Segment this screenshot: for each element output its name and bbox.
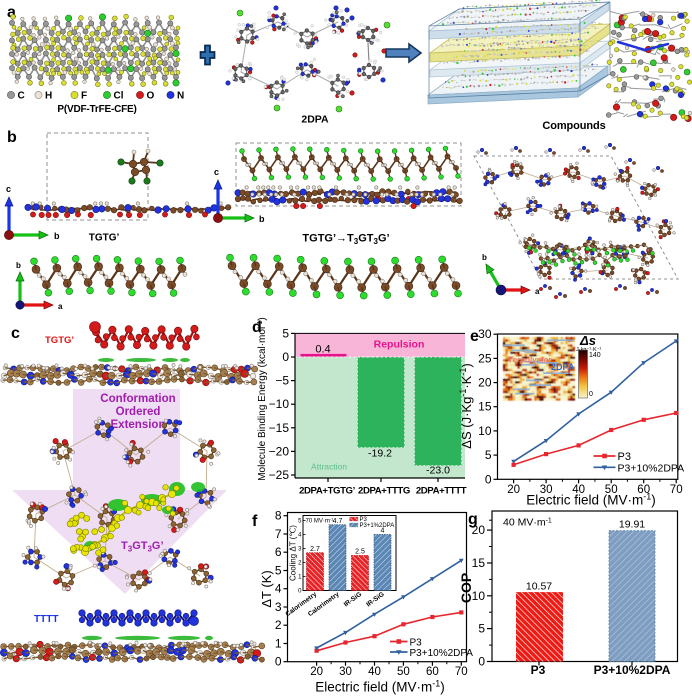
svg-text:25: 25 [478, 351, 492, 365]
svg-text:0: 0 [485, 472, 492, 486]
svg-text:Electric field (MV·m-1): Electric field (MV·m-1) [526, 492, 656, 508]
svg-text:20: 20 [310, 666, 323, 678]
svg-text:6: 6 [275, 545, 282, 559]
svg-text:0: 0 [589, 391, 593, 398]
svg-text:Attraction: Attraction [311, 462, 347, 472]
svg-text:Terpolymer: Terpolymer [508, 356, 552, 365]
svg-text:2DPA+TTTT: 2DPA+TTTT [416, 486, 467, 497]
svg-text:b: b [7, 129, 17, 146]
svg-text:a: a [58, 302, 63, 311]
svg-text:−10: −10 [269, 397, 290, 411]
svg-text:30: 30 [478, 327, 492, 341]
svg-text:4: 4 [275, 582, 282, 596]
svg-text:2DPA: 2DPA [301, 114, 329, 126]
svg-text:−25: −25 [269, 468, 290, 482]
svg-text:TTTT: TTTT [34, 614, 58, 625]
svg-text:Ordered: Ordered [116, 406, 161, 418]
svg-text:Cl: Cl [114, 91, 124, 102]
svg-text:TGTG’→T3GT3G’: TGTG’→T3GT3G’ [302, 233, 389, 247]
svg-text:30: 30 [540, 484, 553, 496]
svg-text:TGTG’: TGTG’ [45, 335, 74, 346]
svg-text:P3+10%2DPA: P3+10%2DPA [618, 462, 685, 474]
svg-text:70: 70 [670, 484, 683, 496]
svg-text:c: c [6, 184, 11, 194]
svg-text:T3GT3G’: T3GT3G’ [121, 540, 164, 554]
svg-text:15: 15 [478, 400, 492, 414]
svg-text:F: F [81, 91, 87, 102]
svg-text:50: 50 [397, 666, 410, 678]
svg-text:J·kg⁻¹·K⁻¹: J·kg⁻¹·K⁻¹ [576, 347, 602, 353]
svg-text:−20: −20 [269, 444, 290, 458]
svg-text:P3+10%2DPA: P3+10%2DPA [410, 648, 474, 659]
svg-text:5: 5 [275, 564, 282, 578]
svg-text:ΔS (J·Kg-1·K-1): ΔS (J·Kg-1·K-1) [458, 363, 474, 448]
svg-text:c: c [214, 167, 219, 177]
svg-text:e: e [470, 328, 479, 345]
svg-text:Electric field (MV·m-1): Electric field (MV·m-1) [315, 679, 445, 695]
svg-text:5: 5 [282, 326, 289, 340]
svg-text:70: 70 [455, 666, 468, 678]
svg-text:−5: −5 [275, 374, 289, 388]
svg-text:10: 10 [478, 424, 492, 438]
svg-text:O: O [147, 91, 155, 102]
svg-text:30: 30 [339, 666, 352, 678]
svg-text:Molecule Binding Energy (kcal·: Molecule Binding Energy (kcal·mol-1) [257, 317, 269, 481]
svg-text:0: 0 [275, 655, 282, 669]
svg-text:20: 20 [478, 376, 492, 390]
svg-text:N: N [177, 91, 184, 102]
svg-text:20: 20 [507, 484, 520, 496]
svg-text:60: 60 [637, 484, 650, 496]
svg-text:Compounds: Compounds [542, 120, 605, 132]
svg-text:0: 0 [282, 350, 289, 364]
svg-text:1: 1 [275, 637, 282, 651]
svg-text:P3: P3 [410, 638, 423, 649]
svg-text:5: 5 [485, 448, 492, 462]
svg-text:50: 50 [605, 484, 618, 496]
svg-text:2DPA: 2DPA [551, 362, 575, 372]
svg-text:40: 40 [572, 484, 585, 496]
svg-text:−15: −15 [269, 421, 290, 435]
svg-text:C: C [18, 91, 25, 102]
svg-text:TGTG’: TGTG’ [89, 233, 120, 244]
svg-text:f: f [252, 513, 258, 530]
svg-text:-19.2: -19.2 [368, 448, 392, 460]
svg-text:60: 60 [426, 666, 439, 678]
svg-text:Conformation: Conformation [100, 393, 175, 405]
svg-text:b: b [259, 214, 265, 224]
svg-text:40: 40 [368, 666, 381, 678]
svg-text:2: 2 [275, 618, 282, 632]
svg-text:b: b [482, 253, 487, 262]
svg-text:b: b [16, 261, 21, 270]
svg-text:2DPA+TTTG: 2DPA+TTTG [358, 486, 410, 497]
svg-text:Repulsion: Repulsion [374, 339, 425, 351]
svg-text:c: c [11, 325, 20, 342]
svg-text:7: 7 [275, 527, 282, 541]
svg-text:2DPA+TGTG’: 2DPA+TGTG’ [299, 486, 356, 497]
svg-text:a: a [535, 287, 540, 296]
svg-text:P3: P3 [618, 451, 631, 463]
svg-text:d: d [252, 319, 262, 336]
svg-text:b: b [54, 231, 60, 241]
svg-text:ΔT (K): ΔT (K) [259, 570, 274, 607]
svg-text:H: H [45, 91, 52, 102]
svg-text:a: a [7, 4, 16, 21]
svg-text:Extension: Extension [111, 419, 166, 431]
svg-text:-23.0: -23.0 [426, 465, 450, 477]
svg-text:0.4: 0.4 [315, 344, 330, 356]
svg-text:Δs: Δs [579, 333, 596, 348]
svg-text:8: 8 [275, 509, 282, 523]
svg-text:P(VDF-TrFE-CFE): P(VDF-TrFE-CFE) [57, 104, 136, 115]
svg-text:3: 3 [275, 600, 282, 614]
svg-text:140: 140 [589, 352, 601, 359]
